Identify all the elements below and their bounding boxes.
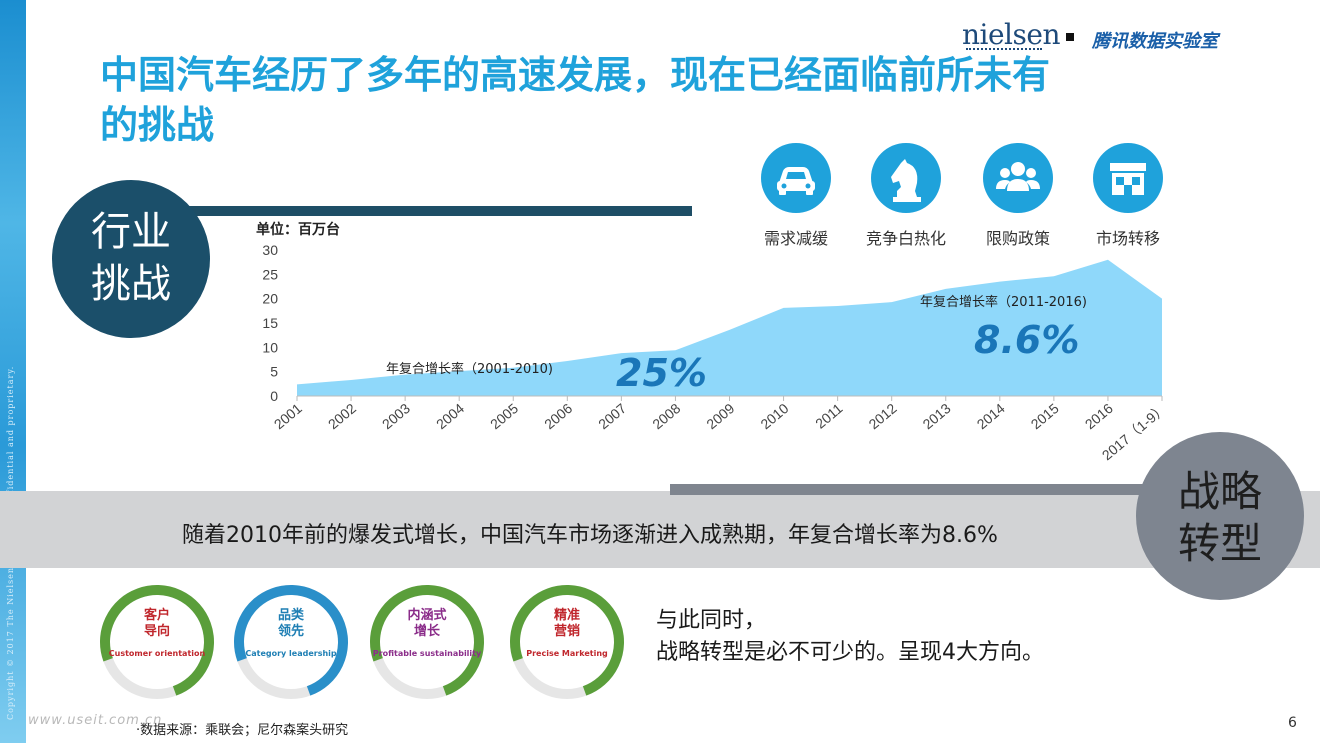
ring-title: 精准 营销 <box>553 608 580 639</box>
chess-knight-icon <box>871 143 941 213</box>
chart-x-tick-label: 2003 <box>379 400 413 432</box>
store-icon <box>1093 143 1163 213</box>
chart-x-tick-label: 2013 <box>920 400 954 432</box>
chart-x-tick-label: 2016 <box>1082 400 1116 432</box>
industry-challenge-badge: 行业 挑战 <box>52 180 210 338</box>
ring-arc-icon <box>100 585 214 699</box>
chart-y-tick-label: 20 <box>262 291 278 307</box>
people-icon <box>983 143 1053 213</box>
chart-x-tick-label: 2014 <box>974 400 1008 432</box>
chart-x-tick-label: 2011 <box>812 400 846 432</box>
car-sales-area-chart: 单位：百万台 0 5 10 15 20 25 30 2001 2002 2003 2004 2005 20… <box>256 221 1170 463</box>
ring-title: 客户 导向 <box>143 608 170 639</box>
summary-band <box>0 491 1320 568</box>
challenge-label: 市场转移 <box>1095 229 1160 248</box>
ring-arc-icon <box>510 585 624 699</box>
strategy-direction-ring: 品类 领先 Category leadership <box>232 583 350 701</box>
ring-subtitle: Profitable sustainability <box>372 649 482 658</box>
challenge-label: 需求减缓 <box>763 229 828 248</box>
chart-y-tick-label: 0 <box>270 388 278 404</box>
cagr-label-2011-2016: 年复合增长率（2011-2016) <box>920 294 1087 310</box>
ring-arc-icon <box>234 585 348 699</box>
industry-challenge-label: 行业 挑战 <box>91 209 171 307</box>
ring-subtitle: Precise Marketing <box>526 649 608 658</box>
car-icon <box>761 143 831 213</box>
challenge-item: 需求减缓 <box>756 143 836 249</box>
ring-subtitle: Customer orientation <box>108 649 206 658</box>
chart-unit-label: 单位：百万台 <box>256 221 340 238</box>
page-number: 6 <box>1288 715 1297 731</box>
chart-x-tick-label: 2002 <box>325 400 359 432</box>
ring-subtitle: Category leadership <box>245 649 337 658</box>
chart-x-tick-label: 2006 <box>541 400 575 432</box>
challenge-item: 竞争白热化 <box>866 143 946 249</box>
ring-title: 内涵式 增长 <box>407 608 447 639</box>
cagr-label-2001-2010: 年复合增长率（2001-2010) <box>386 361 553 377</box>
chart-x-tick-label: 2012 <box>865 400 899 432</box>
industry-divider-line <box>180 206 692 216</box>
chart-y-tick-label: 25 <box>262 266 278 282</box>
brand-separator <box>1066 33 1074 41</box>
summary-text: 随着2010年前的爆发式增长，中国汽车市场逐渐进入成熟期，年复合增长率为8.6% <box>182 523 998 548</box>
challenge-item: 限购政策 <box>978 143 1058 249</box>
chart-x-tick-label: 2007 <box>595 400 629 432</box>
nielsen-logo: nielsen <box>962 18 1061 51</box>
chart-x-tick-label: 2015 <box>1028 400 1062 432</box>
cagr-value-2011-2016: 8.6% <box>974 318 1079 362</box>
chart-y-tick-label: 10 <box>262 339 278 355</box>
challenge-label: 限购政策 <box>985 229 1050 248</box>
chart-x-tick-label: 2001 <box>271 400 305 432</box>
challenge-label: 竞争白热化 <box>865 229 946 248</box>
chart-x-tick-label: 2009 <box>703 400 737 432</box>
chart-area-series <box>297 259 1162 396</box>
chart-x-tick-label: 2005 <box>487 400 521 432</box>
tencent-logo: 腾讯数据实验室 <box>1092 31 1218 52</box>
ring-arc-icon <box>370 585 484 699</box>
strategy-transform-badge: 战略 转型 <box>1136 432 1304 600</box>
chart-x-tick-label: 2008 <box>649 400 683 432</box>
chart-y-tick-label: 5 <box>270 364 278 380</box>
strategy-direction-ring: 内涵式 增长 Profitable sustainability <box>368 583 486 701</box>
strategy-direction-ring: 客户 导向 Customer orientation <box>98 583 216 701</box>
chart-y-tick-label: 15 <box>262 315 278 331</box>
watermark: www.useit.com.cn <box>28 713 163 728</box>
strategy-description: 与此同时， 战略转型是必不可少的。呈现4大方向。 <box>656 605 1044 669</box>
left-decor-bar <box>0 0 26 743</box>
chart-x-tick-label: 2004 <box>433 400 467 432</box>
cagr-value-2001-2010: 25% <box>616 351 707 395</box>
chart-x-tick-label: 2010 <box>757 400 791 432</box>
data-source-note: ·数据来源：乘联会；尼尔森案头研究 <box>136 723 349 738</box>
strategy-description-line: 与此同时， <box>656 608 767 633</box>
ring-title: 品类 领先 <box>277 608 304 639</box>
strategy-direction-ring: 精准 营销 Precise Marketing <box>508 583 626 701</box>
page-title: 中国汽车经历了多年的高速发展，现在已经面临前所未有的挑战 <box>100 53 1051 147</box>
challenge-item: 市场转移 <box>1088 143 1168 249</box>
strategy-description-line: 战略转型是必不可少的。呈现4大方向。 <box>656 640 1044 665</box>
strategy-divider-line <box>670 484 1230 495</box>
strategy-transform-label: 战略 转型 <box>1177 467 1262 568</box>
chart-y-tick-label: 30 <box>262 242 278 258</box>
nielsen-logo-dots <box>966 48 1042 52</box>
